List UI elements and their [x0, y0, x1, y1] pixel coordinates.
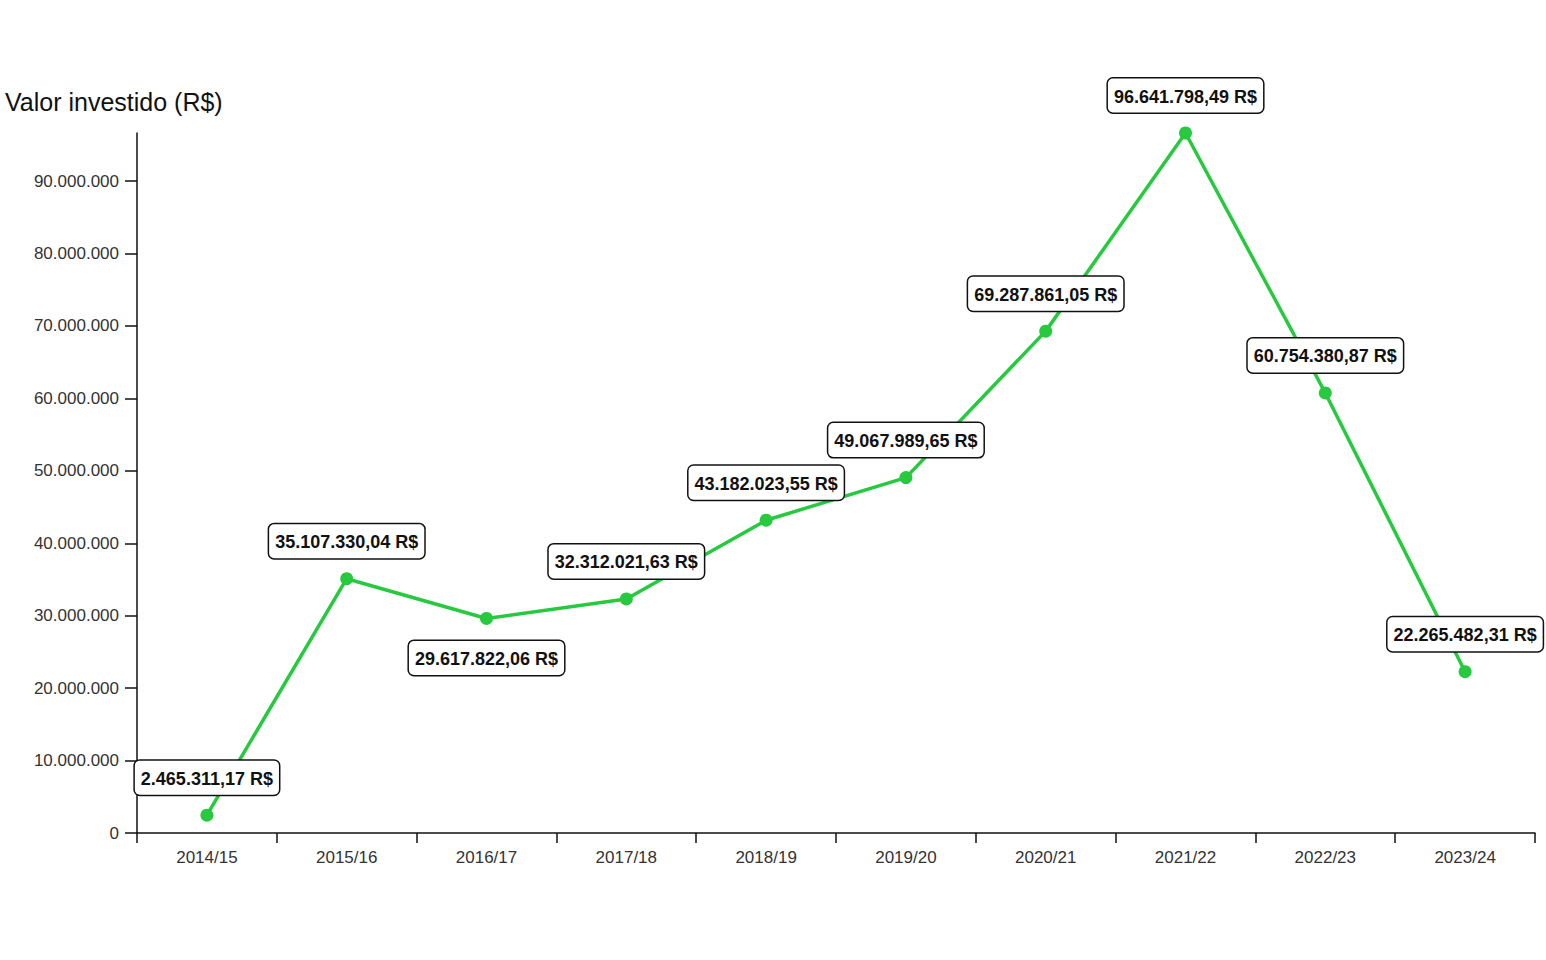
svg-text:2019/20: 2019/20 [875, 848, 936, 867]
svg-text:40.000.000: 40.000.000 [34, 534, 119, 553]
svg-text:22.265.482,31 R$: 22.265.482,31 R$ [1394, 625, 1537, 645]
svg-text:2014/15: 2014/15 [176, 848, 237, 867]
svg-text:35.107.330,04 R$: 35.107.330,04 R$ [275, 532, 418, 552]
svg-text:49.067.989,65 R$: 49.067.989,65 R$ [834, 431, 977, 451]
svg-text:2015/16: 2015/16 [316, 848, 377, 867]
svg-text:0: 0 [110, 824, 119, 843]
svg-text:30.000.000: 30.000.000 [34, 606, 119, 625]
svg-text:2023/24: 2023/24 [1434, 848, 1495, 867]
svg-text:2021/22: 2021/22 [1155, 848, 1216, 867]
svg-text:29.617.822,06 R$: 29.617.822,06 R$ [415, 649, 558, 669]
svg-text:2022/23: 2022/23 [1295, 848, 1356, 867]
svg-text:2017/18: 2017/18 [596, 848, 657, 867]
svg-text:20.000.000: 20.000.000 [34, 679, 119, 698]
svg-text:70.000.000: 70.000.000 [34, 316, 119, 335]
svg-text:96.641.798,49 R$: 96.641.798,49 R$ [1114, 87, 1257, 107]
svg-text:50.000.000: 50.000.000 [34, 461, 119, 480]
svg-text:2018/19: 2018/19 [735, 848, 796, 867]
svg-text:43.182.023,55 R$: 43.182.023,55 R$ [695, 474, 838, 494]
svg-text:2016/17: 2016/17 [456, 848, 517, 867]
svg-text:2.465.311,17 R$: 2.465.311,17 R$ [141, 769, 273, 789]
svg-text:90.000.000: 90.000.000 [34, 172, 119, 191]
svg-text:69.287.861,05 R$: 69.287.861,05 R$ [974, 285, 1117, 305]
svg-text:60.754.380,87 R$: 60.754.380,87 R$ [1254, 346, 1397, 366]
svg-text:2020/21: 2020/21 [1015, 848, 1076, 867]
svg-text:60.000.000: 60.000.000 [34, 389, 119, 408]
svg-text:10.000.000: 10.000.000 [34, 751, 119, 770]
svg-text:80.000.000: 80.000.000 [34, 244, 119, 263]
svg-text:Valor investido (R$): Valor investido (R$) [5, 88, 223, 116]
svg-text:32.312.021,63 R$: 32.312.021,63 R$ [555, 552, 698, 572]
